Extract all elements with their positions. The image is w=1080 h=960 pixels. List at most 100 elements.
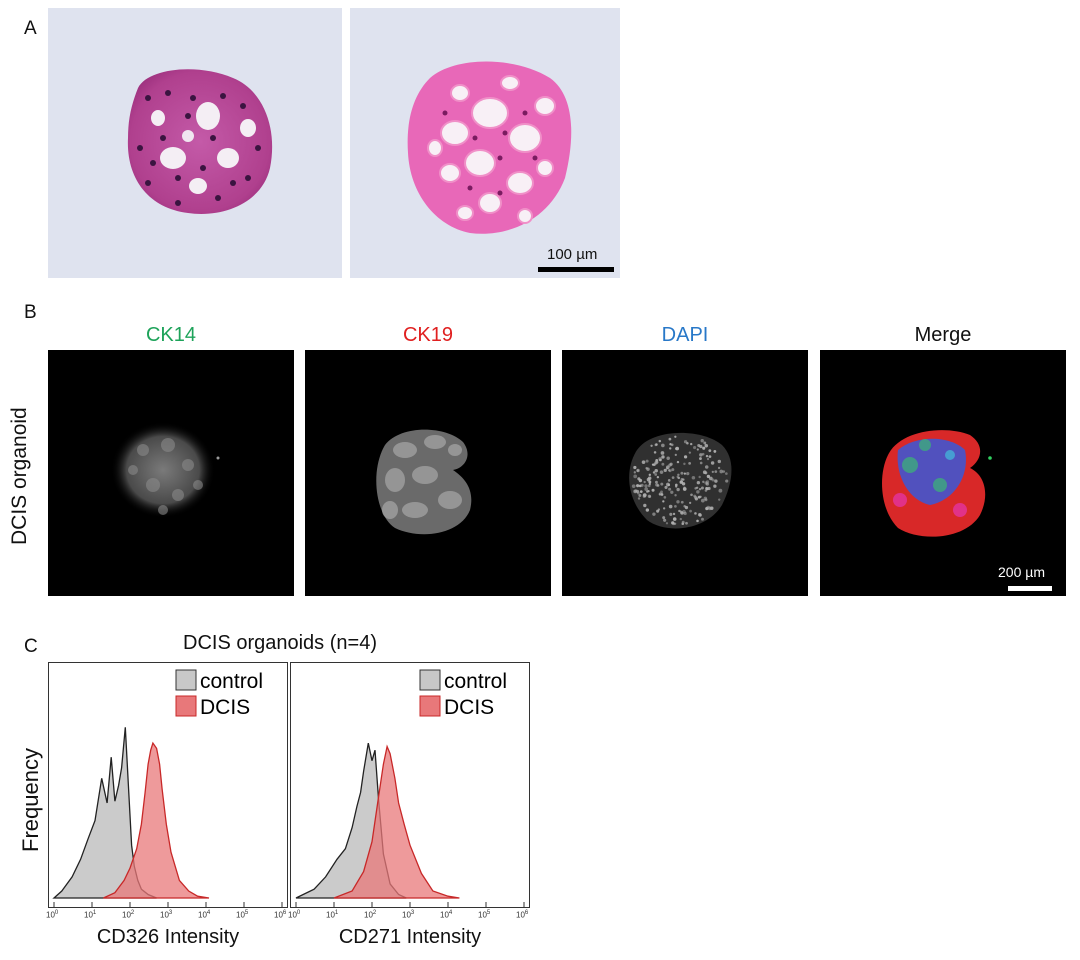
panel-c-title: DCIS organoids (n=4)	[183, 632, 377, 654]
dapi-nucleus-dot	[722, 470, 726, 473]
dapi-nucleus-dot	[679, 510, 682, 513]
dapi-nucleus-dot	[669, 512, 673, 516]
legend-label-control-2: control	[444, 670, 507, 693]
if-image-dapi	[562, 350, 808, 596]
dapi-nucleus-dot	[681, 482, 686, 486]
dapi-nucleus-dot	[713, 484, 717, 488]
he-organoid-left	[127, 69, 273, 214]
x-tick-label: 104	[440, 910, 453, 920]
dapi-nucleus-dot	[708, 476, 713, 481]
legend-swatch-dcis	[175, 695, 197, 717]
dapi-nucleus-dot	[677, 476, 681, 480]
if-image-ck14	[48, 350, 294, 596]
dapi-nucleus-dot	[645, 459, 649, 463]
dapi-nucleus-dot	[680, 500, 684, 504]
dapi-nucleus-dot	[656, 484, 660, 487]
dapi-nucleus-dot	[663, 518, 667, 522]
dapi-nucleus-dot	[670, 490, 674, 494]
dapi-nucleus-dot	[652, 512, 656, 516]
dapi-nucleus-dot	[705, 487, 708, 490]
x-tick-label: 103	[160, 910, 173, 920]
dapi-nucleus-dot	[700, 438, 704, 443]
legend-label-dcis: DCIS	[200, 696, 250, 719]
dapi-nucleus-dot	[661, 455, 665, 459]
dapi-nucleus-dot	[660, 482, 664, 486]
dapi-nucleus-dot	[689, 501, 692, 504]
dapi-nucleus-dot	[701, 517, 704, 521]
dapi-nucleus-dot	[640, 483, 644, 487]
legend-label-dcis-2: DCIS	[444, 696, 494, 719]
dapi-nucleus-dot	[682, 510, 686, 514]
dapi-nucleus-dot	[676, 487, 680, 492]
dapi-nucleus-dot	[655, 480, 658, 484]
histogram-cd326: control DCIS	[48, 662, 288, 908]
dapi-nucleus-dot	[636, 484, 640, 488]
dapi-nucleus-dot	[659, 470, 664, 474]
dapi-nucleus-dot	[644, 484, 648, 488]
x-tick-label: 100	[46, 910, 59, 920]
dapi-nucleus-dot	[683, 440, 688, 444]
dapi-nucleus-dot	[714, 479, 718, 483]
dapi-nucleus-dot	[672, 512, 676, 516]
cd271-x-ticks	[295, 902, 525, 907]
dapi-nucleus-dot	[696, 490, 700, 494]
legend-label-control: control	[200, 670, 263, 693]
channel-label-dapi: DAPI	[661, 324, 709, 346]
scale-label-b: 200 µm	[998, 564, 1045, 580]
scale-bar-a	[538, 267, 614, 272]
dapi-nucleus-dot	[667, 483, 671, 487]
dapi-nucleus-dot	[651, 463, 655, 466]
dapi-nucleus-dot	[717, 466, 721, 470]
dapi-nucleus-dot	[703, 441, 707, 445]
dapi-nucleus-dot	[708, 449, 712, 453]
dapi-nucleus-dot	[725, 472, 728, 475]
dapi-nucleus-dot	[713, 450, 717, 453]
legend-swatch-dcis-2	[419, 695, 441, 717]
channel-label-ck14: CK14	[145, 324, 197, 346]
dapi-nucleus-dot	[658, 492, 662, 496]
dapi-nucleus-dot	[717, 459, 721, 464]
dapi-nucleus-dot	[698, 475, 701, 479]
dapi-nucleus-dot	[656, 509, 660, 513]
dapi-nucleus-dot	[672, 517, 677, 521]
panel-b-letter: B	[24, 302, 37, 323]
dapi-nucleus-dot	[674, 453, 677, 456]
dapi-nucleus-dot	[645, 508, 650, 512]
dapi-nucleus-dot	[690, 493, 693, 497]
dapi-nucleus-dot	[677, 473, 680, 476]
panel-a-letter: A	[24, 18, 37, 39]
dapi-nucleus-dot	[643, 503, 647, 508]
dapi-nucleus-dot	[660, 451, 665, 455]
dapi-nucleus-dot	[671, 468, 675, 472]
dapi-nucleus-dot	[669, 443, 672, 446]
dapi-nucleus-dot	[718, 488, 723, 493]
dapi-nucleus-dot	[696, 481, 701, 485]
he-image-left	[48, 8, 342, 278]
if-image-ck19	[305, 350, 551, 596]
dapi-nucleus-dot	[661, 462, 665, 466]
dapi-nucleus-dot	[662, 507, 666, 510]
dapi-nucleus-dot	[648, 480, 652, 484]
dapi-nucleus-dot	[698, 513, 702, 517]
dapi-nucleus-dot	[718, 498, 721, 501]
dapi-nucleus-dot	[633, 465, 637, 470]
dapi-nucleus-dot	[680, 471, 684, 475]
dapi-nucleus-dot	[694, 512, 697, 515]
dapi-nucleus-dot	[676, 500, 680, 504]
x-tick-label: 103	[402, 910, 415, 920]
panel-c-ylabel: Frequency	[18, 748, 43, 852]
dapi-nucleus-dot	[695, 486, 699, 489]
dapi-nucleus-dot	[646, 467, 650, 471]
dapi-nucleus-dot	[683, 462, 686, 466]
dapi-nucleus-dot	[702, 446, 706, 450]
dapi-nucleus-dot	[654, 469, 658, 473]
dapi-nucleus-dot	[697, 495, 701, 499]
scale-bar-b	[1008, 586, 1052, 591]
dapi-nucleus-dot	[725, 479, 729, 483]
x-tick-label: 102	[364, 910, 377, 920]
dapi-nucleus-dot	[700, 486, 704, 490]
dapi-nucleus-dot	[699, 453, 703, 457]
dapi-nucleus-dot	[664, 485, 668, 489]
dapi-nucleus-dot	[696, 448, 699, 451]
x-tick-label: 100	[288, 910, 301, 920]
